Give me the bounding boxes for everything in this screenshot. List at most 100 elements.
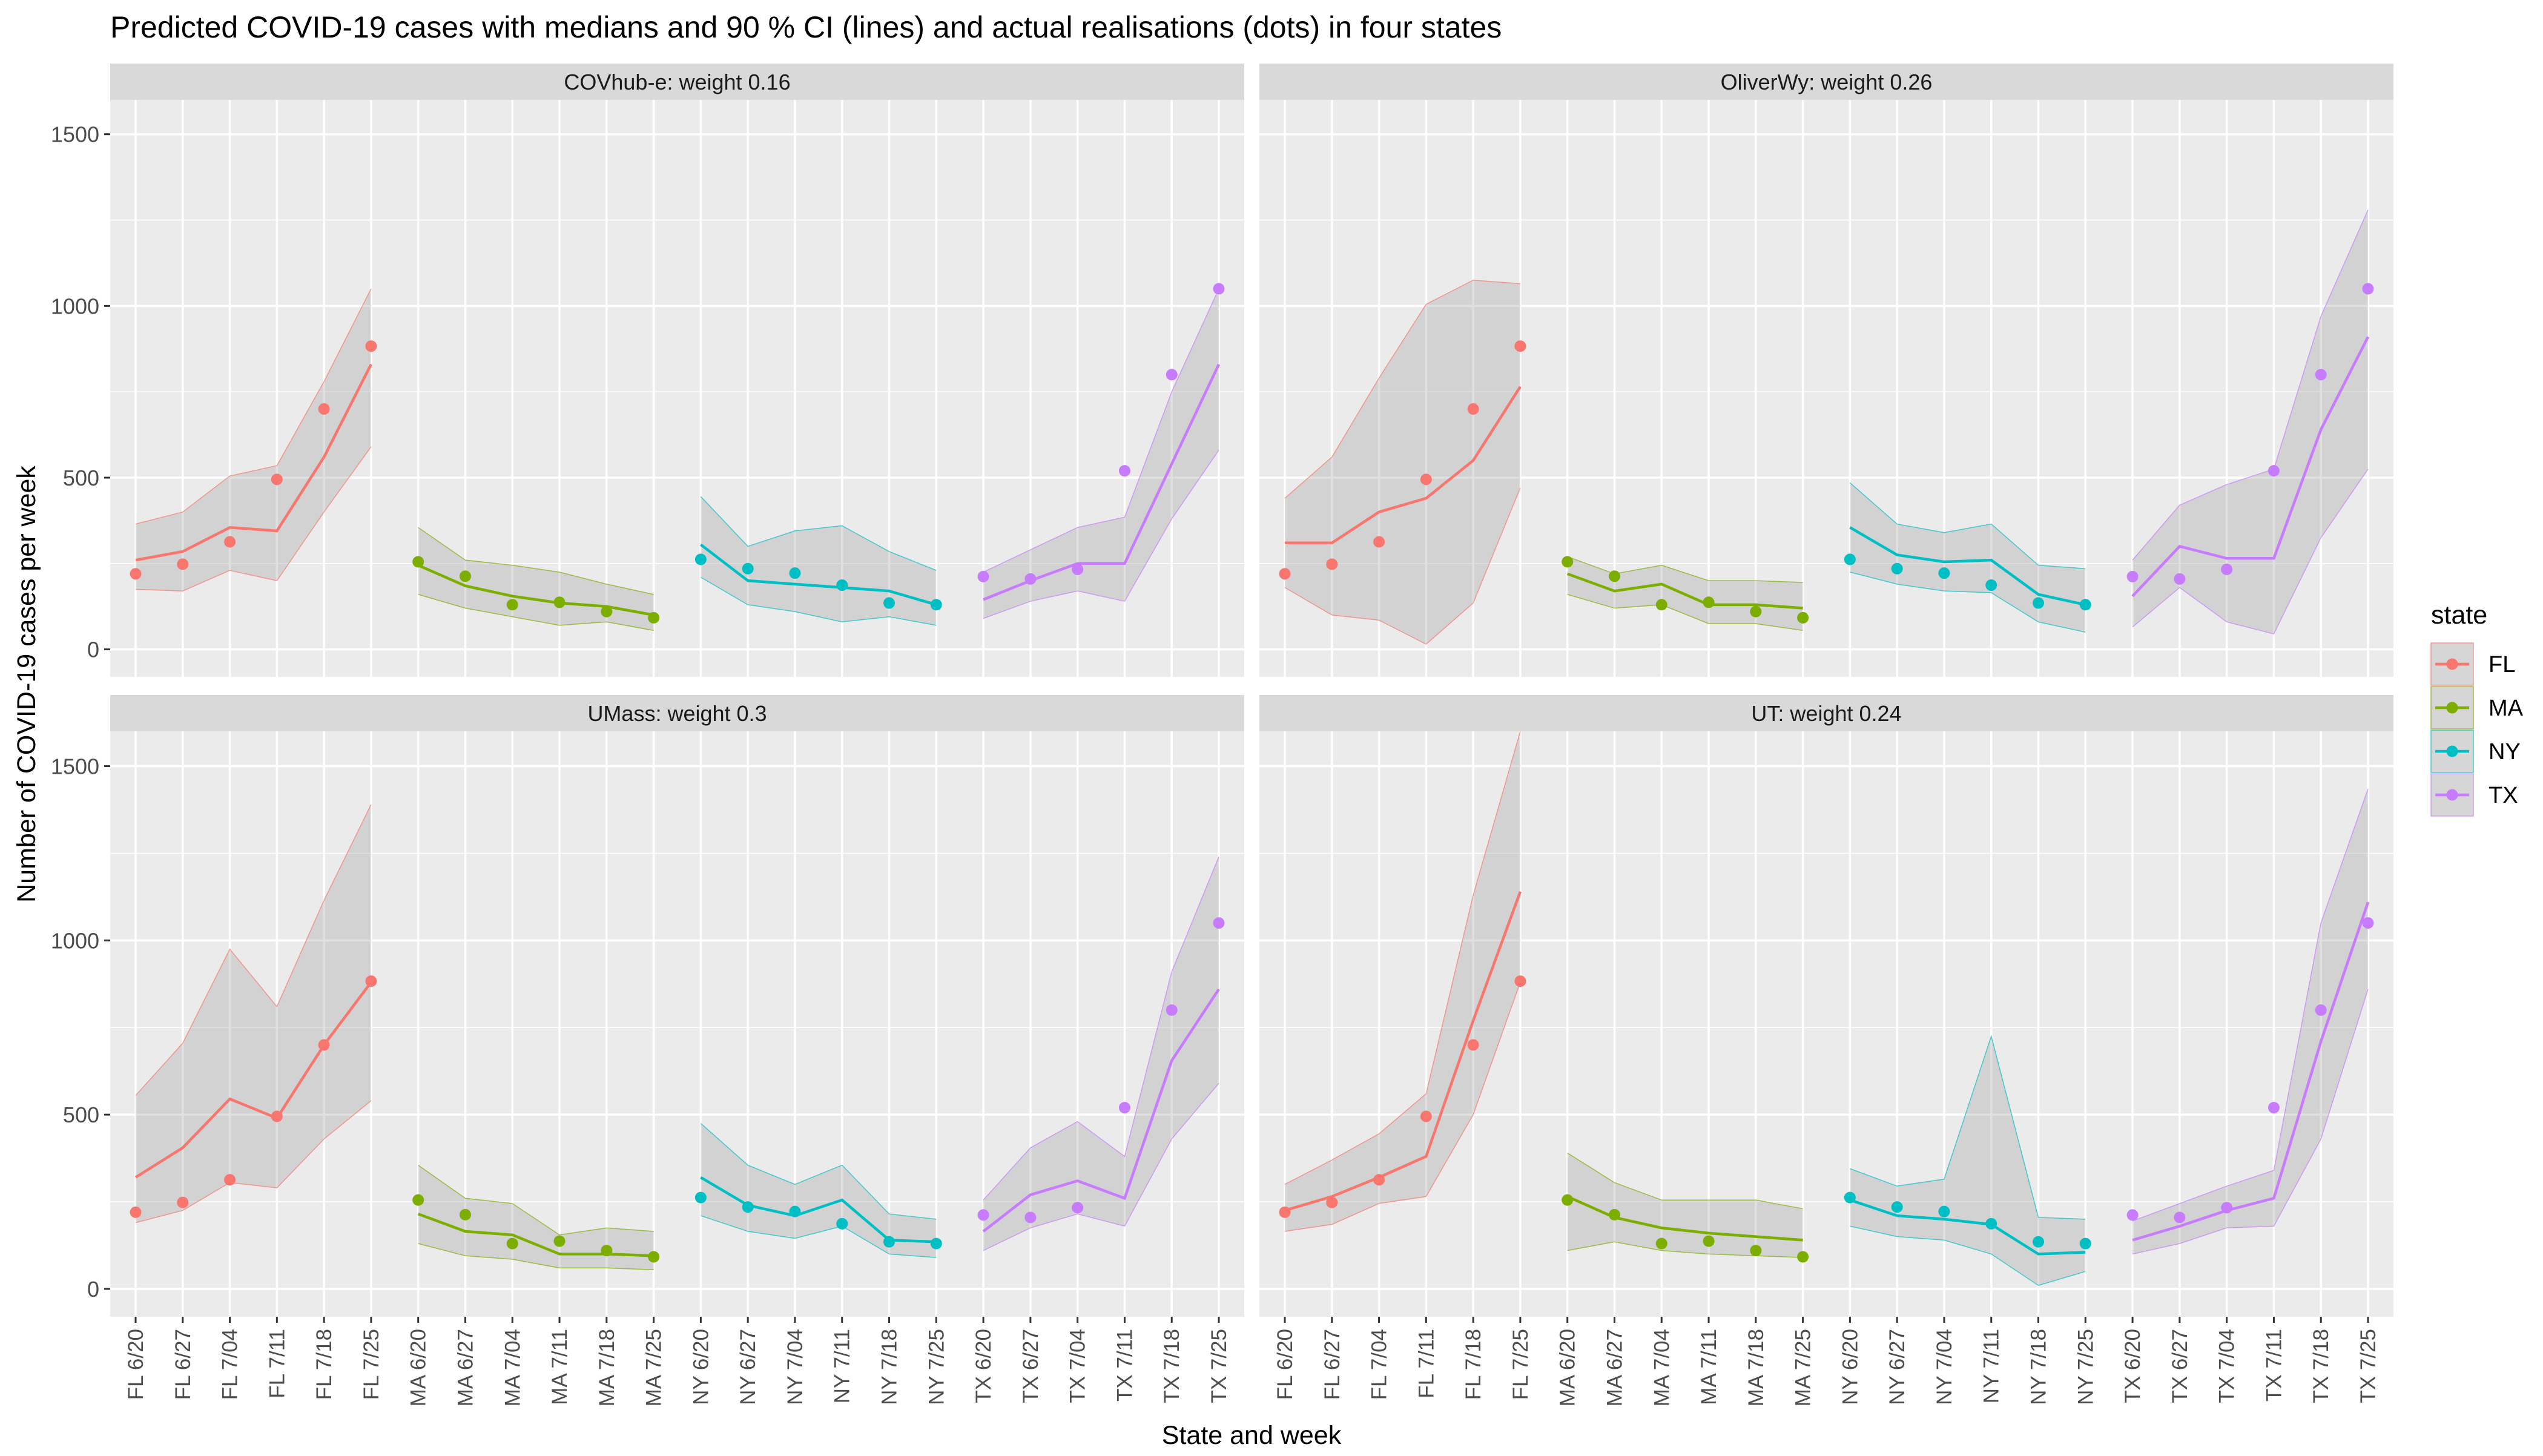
actual-dot-ny [742, 562, 754, 575]
x-tick-label: NY 7/25 [925, 1329, 948, 1405]
x-tick-label: MA 7/18 [1744, 1329, 1768, 1406]
ci-band-fl [136, 804, 371, 1223]
facet-panel-1: COVhub-e: weight 0.16 0 500 1000 1500 [51, 64, 1244, 677]
actual-dot-ny [883, 597, 895, 609]
median-line-tx [983, 363, 1221, 601]
median-line-fl [134, 981, 372, 1179]
x-tick-label: TX 7/25 [1207, 1329, 1231, 1403]
ci-upper-line-fl [135, 288, 372, 525]
actual-dot-ma [648, 611, 660, 624]
actual-dot-tx [1072, 563, 1084, 575]
actual-dot-ma [553, 1235, 566, 1247]
facet-panel-3: UMass: weight 0.3 0 500 1000 1500 FL 6/20 FL 6… [51, 695, 1244, 1406]
actual-dot-fl [130, 568, 142, 580]
actual-dot-tx [2268, 1102, 2280, 1114]
ci-lower-line-tx [983, 450, 1219, 619]
y-tick-label: 0 [87, 637, 99, 662]
median-line-fl [1284, 891, 1522, 1212]
x-tick-label: NY 6/27 [736, 1329, 760, 1405]
facet-strip [1259, 695, 2393, 731]
y-tick-label: 1500 [51, 754, 99, 779]
actual-dot-fl [1279, 568, 1291, 580]
actual-dot-ny [742, 1201, 754, 1213]
actual-dot-ny [1938, 1205, 1950, 1217]
actual-dot-tx [1072, 1202, 1084, 1214]
ci-band-ny [701, 496, 937, 625]
actual-dot-tx [2126, 570, 2139, 582]
actual-dot-tx [2221, 563, 2233, 575]
actual-dot-ma [1703, 1235, 1715, 1247]
actual-dot-ma [1750, 1245, 1762, 1257]
actual-dot-ma [1655, 1237, 1667, 1250]
ci-band-tx [983, 857, 1219, 1251]
x-tick-label: TX 6/27 [2168, 1329, 2192, 1403]
ci-upper-line-fl [1284, 280, 1520, 499]
x-tick-label: FL 7/18 [312, 1329, 336, 1400]
median-line-ma [1566, 1195, 1803, 1242]
ci-upper-line-ny [700, 1122, 937, 1220]
actual-dot-ny [789, 567, 801, 579]
actual-dot-tx [2268, 465, 2280, 477]
ci-lower-line-ma [1567, 594, 1803, 631]
actual-dot-fl [271, 473, 283, 486]
x-tick-label: TX 6/20 [972, 1329, 995, 1403]
actual-dot-fl [1279, 1206, 1291, 1218]
ci-upper-line-ma [418, 1165, 654, 1236]
actual-dot-tx [1166, 1004, 1178, 1016]
legend-label-ny: NY [2489, 739, 2521, 765]
actual-dot-ny [930, 1237, 942, 1250]
actual-dot-tx [1024, 1211, 1037, 1224]
ci-upper-line-fl [135, 804, 372, 1096]
actual-dot-fl [177, 1196, 189, 1208]
legend-title: state [2431, 601, 2487, 630]
facet-strip [110, 64, 1244, 100]
x-tick-label: MA 6/27 [1603, 1329, 1626, 1406]
actual-dot-ma [553, 596, 566, 608]
x-tick-label: MA 7/25 [1792, 1329, 1815, 1406]
actual-dot-ma [601, 605, 613, 618]
actual-dot-fl [1373, 536, 1385, 548]
actual-dot-ma [1655, 599, 1667, 611]
panels: COVhub-e: weight 0.16 0 500 1000 1500 OliverW… [51, 64, 2393, 1406]
actual-dot-fl [1326, 558, 1338, 570]
actual-dot-fl [271, 1110, 283, 1122]
median-line-ny [700, 543, 937, 607]
x-tick-label: FL 7/18 [1462, 1329, 1485, 1400]
actual-dot-ma [412, 556, 424, 568]
ci-lower-line-ny [1850, 1225, 2086, 1286]
legend-label-ma: MA [2489, 696, 2524, 721]
x-tick-label: FL 7/25 [1509, 1329, 1532, 1400]
actual-dot-ma [1608, 570, 1620, 582]
actual-dot-ny [2033, 597, 2045, 609]
x-tick-label: TX 6/20 [2121, 1329, 2145, 1403]
x-tick-label: FL 7/04 [219, 1329, 242, 1400]
y-tick-label: 500 [63, 466, 99, 490]
actual-dot-ny [1985, 1217, 1997, 1230]
actual-dot-ma [1797, 611, 1809, 624]
y-tick-label: 0 [87, 1277, 99, 1302]
ci-band-tx [2132, 788, 2368, 1254]
actual-dot-ny [2033, 1236, 2045, 1248]
x-tick-label: TX 7/11 [1113, 1329, 1136, 1402]
actual-dot-ny [694, 1191, 707, 1204]
actual-dot-tx [1024, 573, 1037, 585]
actual-dot-fl [1420, 473, 1432, 486]
actual-dot-ma [648, 1251, 660, 1263]
actual-dot-ma [459, 570, 471, 582]
ci-upper-line-fl [1284, 731, 1521, 1185]
actual-dot-fl [224, 1174, 236, 1186]
actual-dot-ny [1938, 567, 1950, 579]
x-tick-label: NY 6/20 [1838, 1329, 1862, 1405]
panel-background [110, 100, 1244, 677]
actual-dot-ma [506, 1237, 518, 1250]
x-tick-label: NY 6/27 [1885, 1329, 1909, 1405]
x-tick-label: FL 6/20 [1273, 1329, 1297, 1400]
actual-dot-fl [1420, 1110, 1432, 1122]
actual-dot-fl [1514, 975, 1526, 987]
actual-dot-ny [2079, 1237, 2091, 1250]
ci-lower-line-ma [418, 1243, 654, 1271]
actual-dot-tx [1213, 283, 1225, 295]
actual-dot-ny [694, 553, 707, 565]
ci-band-ma [1567, 1153, 1803, 1258]
